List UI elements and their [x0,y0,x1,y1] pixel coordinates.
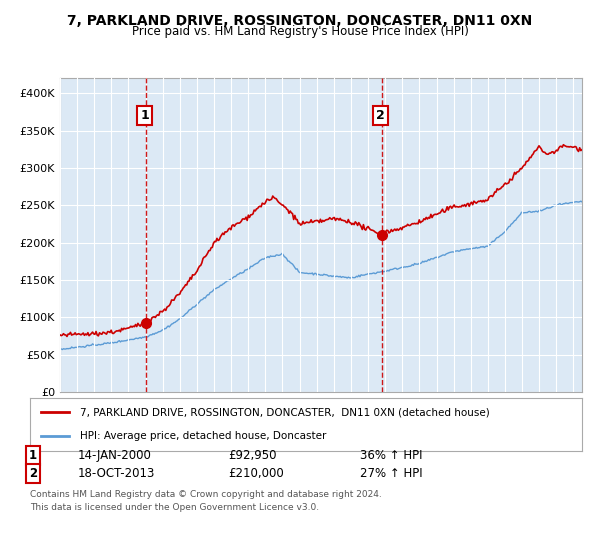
Text: 27% ↑ HPI: 27% ↑ HPI [360,466,422,480]
Text: 36% ↑ HPI: 36% ↑ HPI [360,449,422,463]
Text: Contains HM Land Registry data © Crown copyright and database right 2024.
This d: Contains HM Land Registry data © Crown c… [30,490,382,511]
Text: £92,950: £92,950 [228,449,277,463]
Text: 2: 2 [376,109,385,122]
Text: 7, PARKLAND DRIVE, ROSSINGTON, DONCASTER, DN11 0XN: 7, PARKLAND DRIVE, ROSSINGTON, DONCASTER… [67,14,533,28]
Text: 1: 1 [140,109,149,122]
Text: Price paid vs. HM Land Registry's House Price Index (HPI): Price paid vs. HM Land Registry's House … [131,25,469,38]
Text: 14-JAN-2000: 14-JAN-2000 [78,449,152,463]
Text: HPI: Average price, detached house, Doncaster: HPI: Average price, detached house, Donc… [80,431,326,441]
Text: 18-OCT-2013: 18-OCT-2013 [78,466,155,480]
Text: 1: 1 [29,449,37,463]
Text: £210,000: £210,000 [228,466,284,480]
Text: 2: 2 [29,466,37,480]
Text: 7, PARKLAND DRIVE, ROSSINGTON, DONCASTER,  DN11 0XN (detached house): 7, PARKLAND DRIVE, ROSSINGTON, DONCASTER… [80,408,490,418]
